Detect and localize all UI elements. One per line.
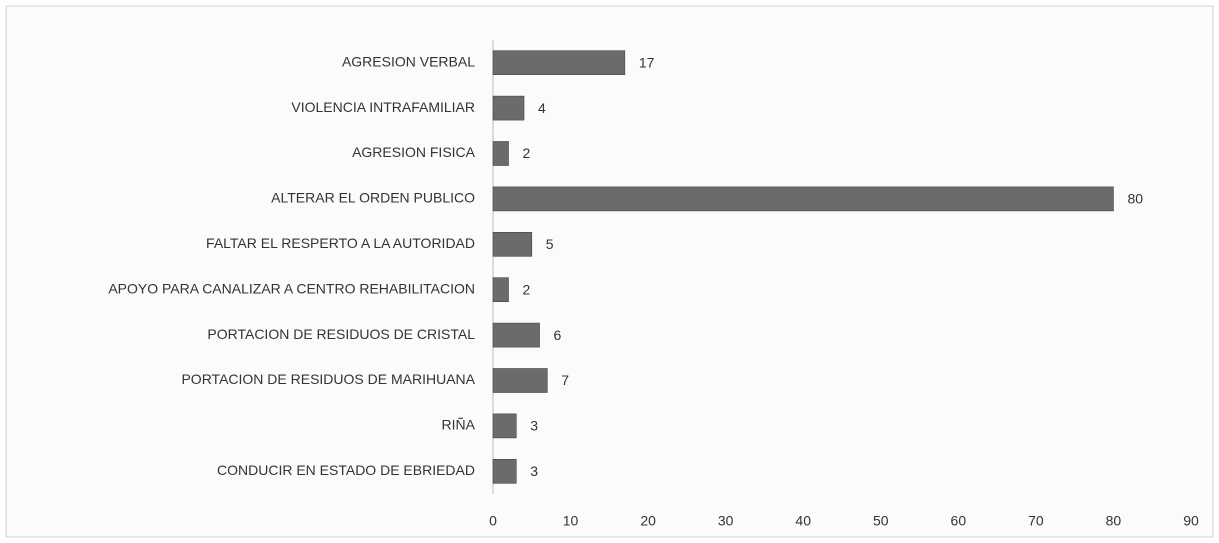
x-tick-label: 70 bbox=[1028, 513, 1044, 529]
data-label: 17 bbox=[639, 54, 655, 70]
bar bbox=[492, 95, 525, 121]
y-tick-label: VIOLENCIA INTRAFAMILIAR bbox=[291, 99, 475, 115]
data-label: 7 bbox=[561, 372, 569, 388]
x-tick-label: 80 bbox=[1106, 513, 1122, 529]
data-label: 3 bbox=[530, 418, 538, 434]
y-tick-label: FALTAR EL RESPERTO A LA AUTORIDAD bbox=[206, 235, 475, 251]
x-tick-label: 20 bbox=[640, 513, 656, 529]
y-tick-label: AGRESION FISICA bbox=[352, 144, 476, 160]
data-label: 2 bbox=[523, 281, 531, 297]
x-tick-label: 60 bbox=[951, 513, 967, 529]
bar bbox=[492, 232, 533, 257]
x-tick-label: 50 bbox=[873, 513, 889, 529]
bar bbox=[492, 50, 626, 76]
data-label: 3 bbox=[530, 463, 538, 479]
data-label: 4 bbox=[538, 100, 546, 116]
y-tick-label: RIÑA bbox=[442, 417, 476, 433]
x-tick-label: 30 bbox=[718, 513, 734, 529]
y-tick-label: PORTACION DE RESIDUOS DE CRISTAL bbox=[207, 326, 475, 342]
bar bbox=[492, 277, 509, 303]
y-tick-label: AGRESION VERBAL bbox=[342, 53, 475, 69]
x-tick-label: 40 bbox=[795, 513, 811, 529]
x-tick-label: 90 bbox=[1183, 513, 1199, 529]
data-label: 6 bbox=[554, 327, 562, 343]
y-tick-label: PORTACION DE RESIDUOS DE MARIHUANA bbox=[181, 371, 475, 387]
y-tick-label: ALTERAR EL ORDEN PUBLICO bbox=[271, 190, 475, 206]
bar bbox=[492, 413, 517, 439]
bar bbox=[492, 322, 540, 348]
y-tick-label: CONDUCIR EN ESTADO DE EBRIEDAD bbox=[217, 462, 475, 478]
y-tick-label: APOYO PARA CANALIZAR A CENTRO REHABILITA… bbox=[108, 280, 475, 296]
data-label: 80 bbox=[1127, 191, 1143, 207]
bar bbox=[492, 141, 509, 166]
x-tick-label: 10 bbox=[563, 513, 579, 529]
data-label: 2 bbox=[523, 145, 531, 161]
bar bbox=[492, 368, 548, 393]
bar bbox=[492, 186, 1114, 212]
x-tick-label: 0 bbox=[489, 513, 497, 529]
chart-frame bbox=[5, 5, 1214, 538]
data-label: 5 bbox=[546, 236, 554, 252]
bar bbox=[492, 458, 517, 484]
